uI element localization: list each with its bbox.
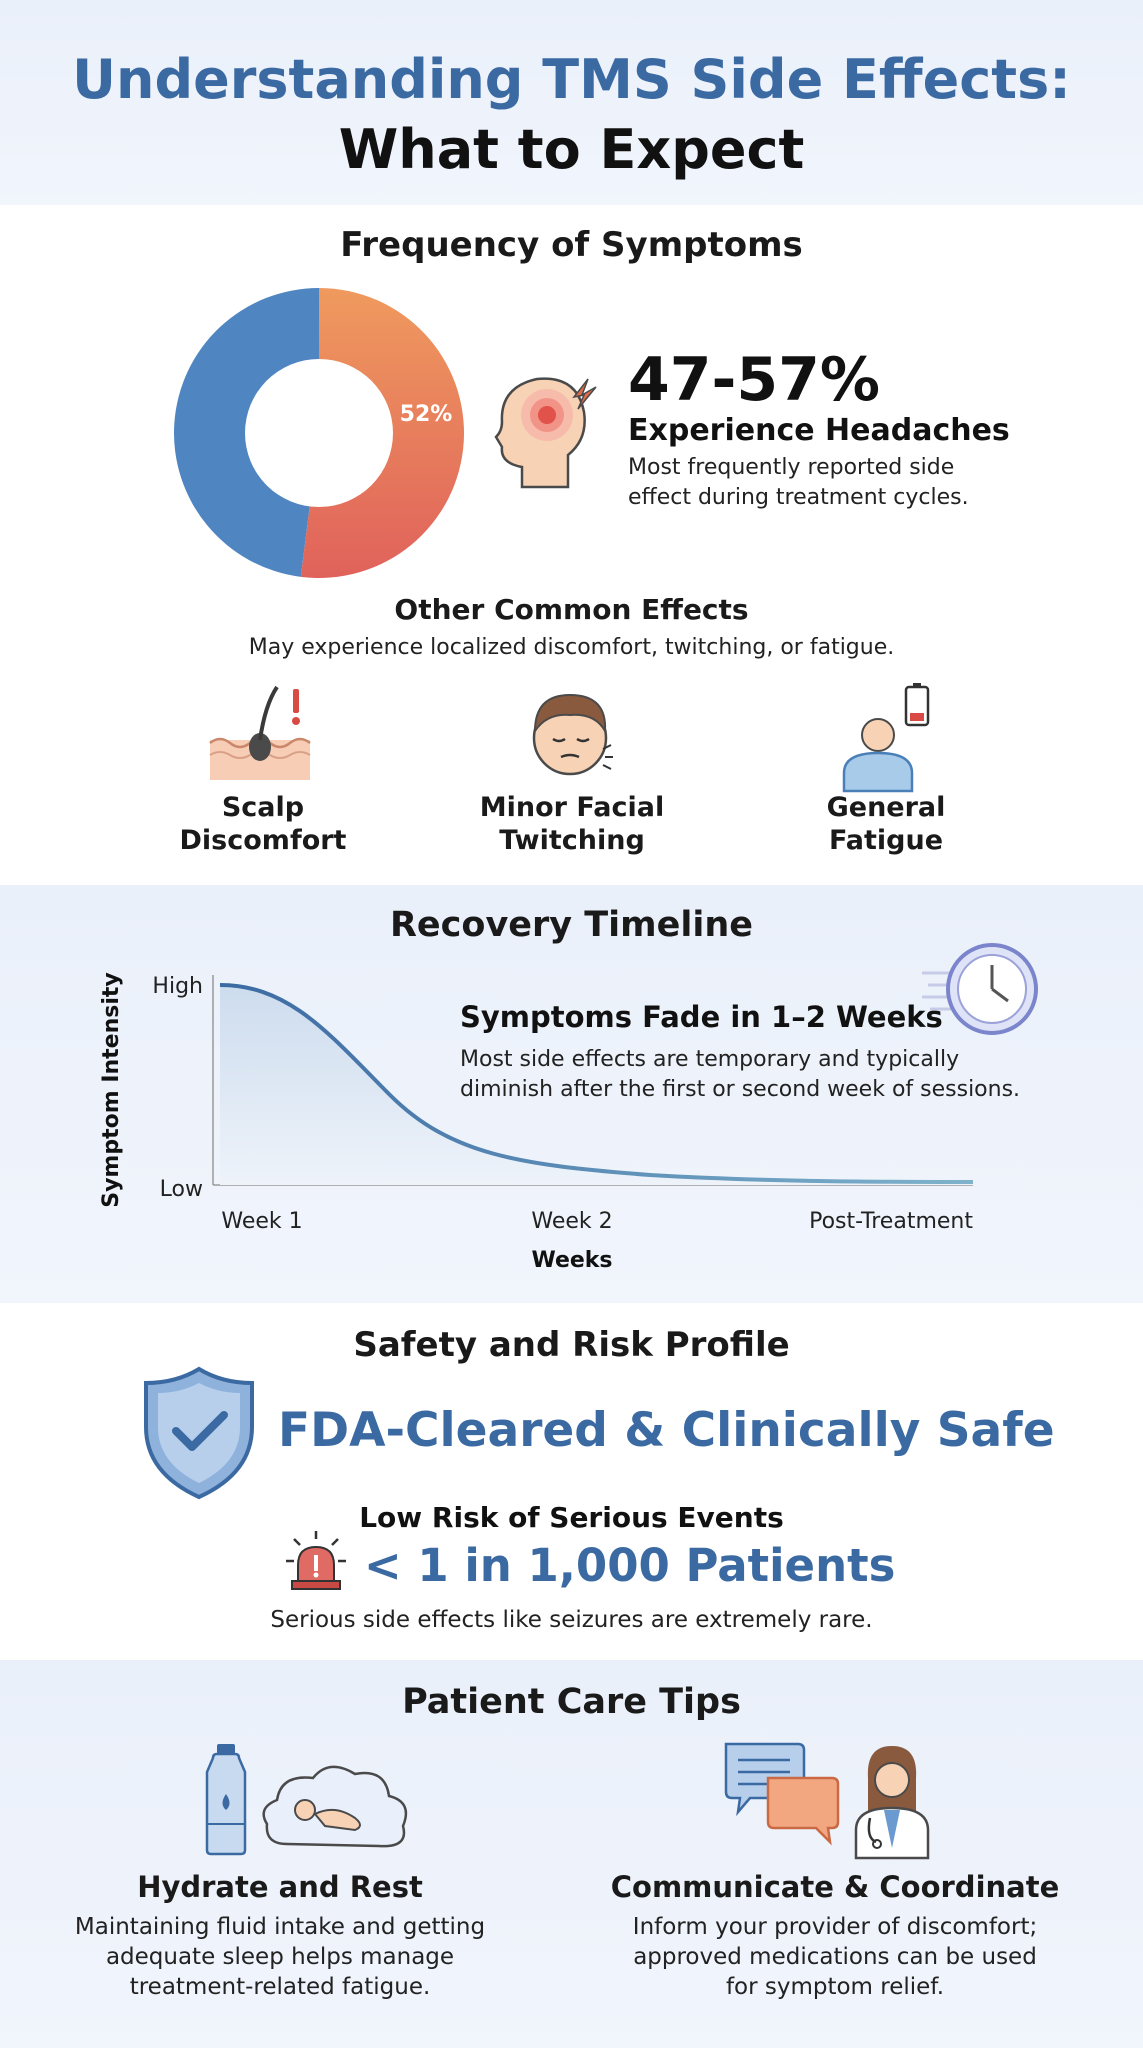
risk-desc: Serious side effects like seizures are e… xyxy=(270,1607,873,1633)
shield-check-icon xyxy=(144,1366,254,1500)
other-effects-heading: Other Common Effects xyxy=(394,593,749,626)
headache-desc-line1: Most frequently reported side xyxy=(628,455,955,480)
page-title-line2: What to Expect xyxy=(338,118,805,181)
effect-label-scalp-line1: Scalp xyxy=(221,792,305,823)
symptom-area xyxy=(220,985,973,1185)
stopwatch-icon xyxy=(922,943,1038,1035)
tips-heading: Patient Care Tips xyxy=(402,1682,741,1722)
x-tick-week2: Week 2 xyxy=(531,1209,612,1234)
recovery-callout-line1: Most side effects are temporary and typi… xyxy=(460,1047,960,1072)
recovery-callout-line2: diminish after the first or second week … xyxy=(460,1077,1021,1102)
water-and-sleep-icon xyxy=(205,1744,408,1856)
headache-desc-line2: effect during treatment cycles. xyxy=(628,485,969,510)
tip-hydrate-line1: Maintaining fluid intake and getting xyxy=(74,1914,486,1940)
donut-percent-label: 52% xyxy=(400,402,453,427)
effect-label-scalp-line2: Discomfort xyxy=(179,825,347,856)
y-axis-label: Symptom Intensity xyxy=(99,972,124,1208)
tip-hydrate-line3: treatment-related fatigue. xyxy=(129,1974,431,2000)
headache-stat-label: Experience Headaches xyxy=(628,413,1010,448)
symptom-curve xyxy=(219,983,974,1184)
headache-donut-chart: 52% xyxy=(174,288,464,578)
effect-label-fatigue-line2: Fatigue xyxy=(828,825,944,856)
y-tick-high: High xyxy=(152,974,203,999)
tip-communicate-line3: for symptom relief. xyxy=(725,1974,945,2000)
recovery-chart: High Low Symptom Intensity Week 1 Week 2… xyxy=(99,972,974,1273)
tip-hydrate-title: Hydrate and Rest xyxy=(137,1870,423,1904)
recovery-section: Recovery Timeline High Low Symptom Inten… xyxy=(0,885,1143,1303)
recovery-heading: Recovery Timeline xyxy=(389,905,754,945)
facial-twitch-icon xyxy=(532,693,613,776)
frequency-heading: Frequency of Symptoms xyxy=(340,225,803,265)
effect-label-fatigue-line1: General xyxy=(826,792,946,823)
headache-head-icon xyxy=(494,377,597,489)
tip-communicate-title: Communicate & Coordinate xyxy=(610,1870,1060,1904)
effect-label-twitch-line1: Minor Facial xyxy=(479,792,665,823)
other-effects-subheading: May experience localized discomfort, twi… xyxy=(248,635,895,660)
x-axis-label: Weeks xyxy=(531,1248,612,1273)
recovery-callout-title: Symptoms Fade in 1–2 Weeks xyxy=(460,1000,943,1034)
fatigue-icon xyxy=(842,683,930,793)
tip-communicate-line2: approved medications can be used xyxy=(633,1944,1037,1970)
chat-and-doctor-icon xyxy=(724,1742,930,1860)
headache-stat: 47-57% xyxy=(628,345,881,415)
page-title-line1: Understanding TMS Side Effects: xyxy=(72,48,1071,111)
risk-stat: < 1 in 1,000 Patients xyxy=(364,1539,896,1592)
y-tick-low: Low xyxy=(160,1177,203,1202)
fda-banner: FDA-Cleared & Clinically Safe xyxy=(278,1403,1055,1458)
alarm-icon xyxy=(286,1531,346,1590)
tip-communicate-line1: Inform your provider of discomfort; xyxy=(632,1914,1038,1940)
x-tick-week1: Week 1 xyxy=(221,1209,302,1234)
tips-section: Patient Care Tips Hydrate and Rest Maint… xyxy=(0,1660,1143,2048)
effect-label-twitch-line2: Twitching xyxy=(499,825,645,856)
frequency-section: Frequency of Symptoms 52% 47-57% Experie… xyxy=(0,205,1143,885)
risk-heading: Low Risk of Serious Events xyxy=(359,1501,784,1534)
x-tick-post: Post-Treatment xyxy=(809,1209,973,1234)
scalp-discomfort-icon xyxy=(209,685,311,780)
safety-heading: Safety and Risk Profile xyxy=(353,1325,790,1365)
safety-section: Safety and Risk Profile FDA-Cleared & Cl… xyxy=(0,1303,1143,1660)
tip-hydrate-line2: adequate sleep helps manage xyxy=(105,1944,455,1970)
header-band: Understanding TMS Side Effects: What to … xyxy=(0,0,1143,205)
